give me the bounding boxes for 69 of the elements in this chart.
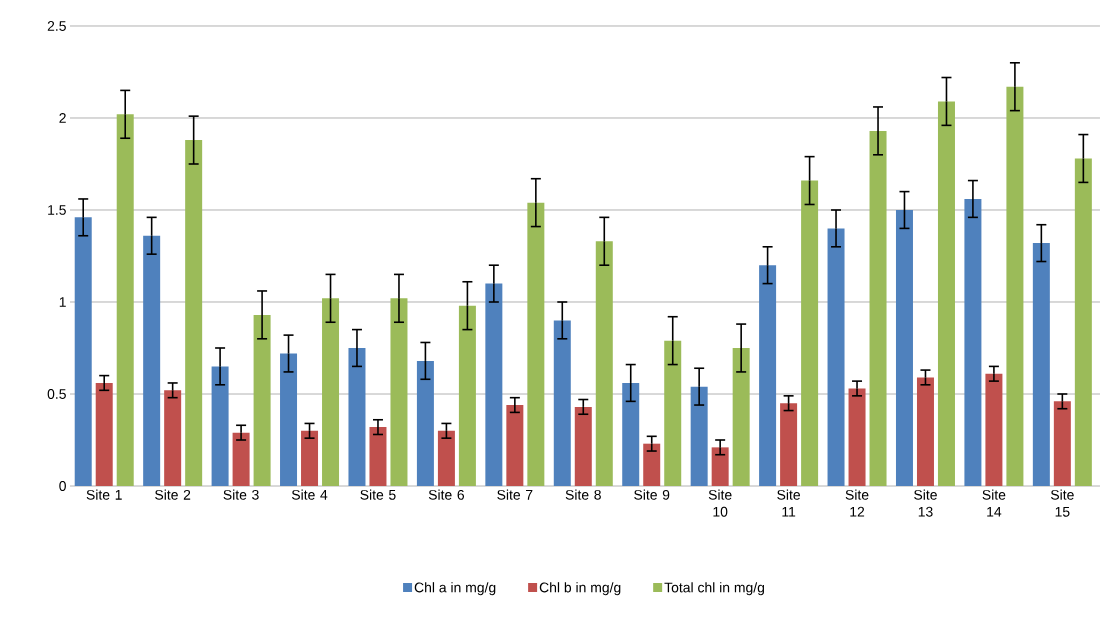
- bar: [301, 430, 319, 486]
- x-tick-label: Site 13: [914, 489, 937, 517]
- bar: [143, 235, 161, 486]
- bar: [801, 180, 819, 486]
- bar: [732, 348, 750, 486]
- bar: [232, 432, 250, 486]
- bar: [437, 430, 455, 486]
- x-tick-label: Site 4: [291, 489, 328, 500]
- bar: [211, 366, 229, 486]
- bar: [711, 447, 729, 486]
- bar: [895, 210, 913, 486]
- legend-label: Chl b in mg/g: [539, 582, 621, 596]
- bar: [869, 130, 887, 486]
- x-tick-label: Site 15: [1050, 489, 1074, 517]
- bar: [759, 265, 777, 486]
- x-tick-label: Site 14: [982, 489, 1006, 517]
- bar: [369, 427, 387, 486]
- x-tick-label: Site 1: [86, 489, 122, 500]
- y-tick-label: 1: [59, 297, 66, 307]
- bar: [1032, 243, 1050, 486]
- bar: [116, 114, 134, 486]
- x-tick-label: Site 10: [708, 489, 732, 517]
- legend-label: Total chl in mg/g: [664, 582, 765, 596]
- bar: [390, 298, 408, 486]
- x-tick-label: Site 7: [497, 489, 533, 500]
- bar: [416, 360, 434, 486]
- x-tick-label: Site 3: [223, 489, 259, 500]
- bar: [95, 382, 113, 486]
- x-tick-label: Site 2: [155, 489, 191, 500]
- bar: [643, 443, 661, 486]
- bar: [280, 353, 298, 486]
- bar: [622, 382, 640, 486]
- bar: [527, 202, 545, 486]
- bar: [916, 377, 934, 486]
- bar: [848, 388, 866, 486]
- y-tick-label: 2.5: [47, 21, 66, 31]
- y-tick-label: 0: [59, 481, 66, 491]
- bar: [964, 198, 982, 486]
- x-tick-label: Site 12: [845, 489, 869, 517]
- bar: [485, 283, 503, 486]
- bar: [1006, 86, 1024, 486]
- bar: [322, 298, 340, 486]
- y-tick-label: 1.5: [48, 205, 66, 215]
- bar: [690, 386, 708, 486]
- bar: [985, 373, 1003, 486]
- bar: [1053, 401, 1071, 486]
- bar: [506, 405, 524, 486]
- x-tick-label: Site 9: [634, 489, 670, 500]
- bar: [1074, 158, 1092, 486]
- bar: [780, 403, 798, 486]
- bar: [664, 340, 682, 486]
- y-tick-label: 2: [59, 113, 66, 123]
- legend-label: Chl a in mg/g: [414, 582, 496, 596]
- x-tick-label: Site 5: [360, 489, 396, 500]
- bar: [574, 406, 592, 486]
- x-tick-label: Site 6: [428, 489, 465, 500]
- bar: [253, 314, 271, 486]
- bar: [553, 320, 571, 486]
- y-tick-label: 0.5: [47, 389, 66, 399]
- x-tick-label: Site 8: [565, 489, 601, 500]
- bar: [595, 241, 613, 486]
- bar: [937, 101, 955, 486]
- bar: [458, 305, 476, 486]
- x-tick-label: Site 11: [777, 489, 800, 517]
- bar: [164, 390, 182, 486]
- bar: [348, 348, 366, 486]
- bar: [74, 217, 92, 486]
- bar: [827, 228, 845, 486]
- bar: [185, 140, 203, 486]
